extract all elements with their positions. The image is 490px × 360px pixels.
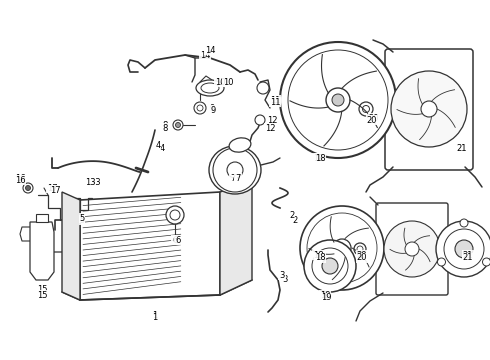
Text: 6: 6 (172, 235, 178, 244)
Circle shape (280, 42, 396, 158)
Circle shape (357, 246, 363, 252)
Text: 7: 7 (230, 174, 236, 183)
Text: 20: 20 (367, 116, 377, 125)
Circle shape (25, 185, 30, 190)
Bar (36, 214, 48, 222)
Text: 8: 8 (162, 121, 168, 130)
Text: 17: 17 (47, 184, 57, 193)
Circle shape (421, 101, 437, 117)
Ellipse shape (229, 138, 251, 152)
Text: 14: 14 (205, 45, 215, 54)
Polygon shape (220, 182, 252, 295)
Text: 13: 13 (90, 177, 100, 186)
Polygon shape (62, 192, 80, 300)
Text: 10: 10 (223, 77, 233, 86)
FancyBboxPatch shape (376, 203, 448, 295)
Text: 21: 21 (457, 144, 467, 153)
Text: 13: 13 (85, 177, 96, 186)
Text: 20: 20 (357, 253, 367, 262)
Text: 9: 9 (210, 105, 216, 114)
Circle shape (332, 94, 344, 106)
Text: 5: 5 (79, 216, 85, 225)
Text: 11: 11 (270, 98, 280, 107)
Circle shape (460, 219, 468, 227)
Circle shape (455, 240, 473, 258)
Text: 3: 3 (282, 275, 288, 284)
Text: 2: 2 (290, 211, 294, 220)
Circle shape (359, 102, 373, 116)
Text: 1: 1 (152, 314, 158, 323)
Text: 6: 6 (175, 235, 181, 244)
Text: 9: 9 (209, 104, 215, 113)
Text: 19: 19 (321, 293, 331, 302)
Text: 8: 8 (162, 123, 168, 132)
Circle shape (363, 105, 369, 113)
Text: 12: 12 (267, 116, 277, 125)
Text: 18: 18 (313, 153, 323, 162)
Text: 16: 16 (15, 174, 25, 183)
Text: 4: 4 (159, 144, 165, 153)
Text: 3: 3 (279, 270, 285, 279)
Circle shape (175, 122, 180, 127)
Text: 19: 19 (320, 291, 330, 300)
Text: 20: 20 (369, 113, 379, 122)
Circle shape (444, 229, 484, 269)
Text: 1: 1 (152, 310, 158, 320)
Circle shape (438, 258, 445, 266)
Circle shape (23, 183, 33, 193)
Circle shape (197, 105, 203, 111)
Circle shape (166, 206, 184, 224)
Circle shape (322, 258, 338, 274)
Text: 5: 5 (79, 213, 85, 222)
Circle shape (338, 244, 346, 252)
Circle shape (194, 102, 206, 114)
Circle shape (170, 210, 180, 220)
Circle shape (326, 88, 350, 112)
Text: 18: 18 (315, 153, 325, 162)
Text: 4: 4 (155, 140, 161, 149)
Ellipse shape (196, 80, 224, 96)
Text: 20: 20 (357, 251, 367, 260)
Circle shape (483, 258, 490, 266)
Circle shape (213, 148, 257, 192)
Circle shape (307, 213, 377, 283)
Circle shape (288, 50, 388, 150)
Text: 7: 7 (235, 174, 241, 183)
Circle shape (354, 243, 366, 255)
Circle shape (300, 206, 384, 290)
FancyBboxPatch shape (385, 49, 473, 170)
Text: 21: 21 (463, 253, 473, 262)
Text: 18: 18 (313, 251, 323, 260)
Text: 21: 21 (463, 251, 473, 260)
Circle shape (384, 221, 440, 277)
Circle shape (257, 82, 269, 94)
Text: 21: 21 (457, 144, 467, 153)
Text: 17: 17 (49, 185, 60, 194)
Text: 16: 16 (15, 176, 25, 185)
Text: 12: 12 (265, 123, 275, 132)
Polygon shape (30, 222, 54, 280)
Circle shape (391, 71, 467, 147)
Polygon shape (80, 192, 220, 300)
Text: 15: 15 (37, 291, 47, 300)
Circle shape (227, 162, 243, 178)
Ellipse shape (209, 146, 261, 194)
Circle shape (255, 115, 265, 125)
Text: 18: 18 (315, 253, 325, 262)
Circle shape (405, 242, 419, 256)
Text: 2: 2 (293, 216, 297, 225)
Circle shape (304, 240, 356, 292)
Text: 11: 11 (270, 95, 280, 104)
Text: 15: 15 (37, 285, 47, 294)
Ellipse shape (201, 83, 219, 93)
Circle shape (312, 248, 348, 284)
Circle shape (333, 239, 351, 257)
Circle shape (436, 221, 490, 277)
Circle shape (173, 120, 183, 130)
Text: 10: 10 (215, 77, 225, 86)
Text: 14: 14 (200, 50, 210, 59)
